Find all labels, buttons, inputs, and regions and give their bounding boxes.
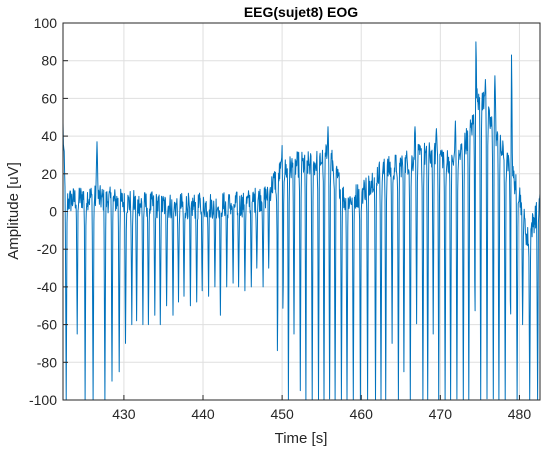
x-tick-label-0: 430: [112, 406, 136, 422]
y-tick-label-7: 40: [41, 128, 57, 144]
x-tick-label-5: 480: [508, 406, 532, 422]
y-tick-label-4: -20: [37, 241, 57, 257]
series-line-eog: [62, 41, 541, 401]
y-axis-label: Amplitude [uV]: [5, 162, 22, 260]
series-layer: [62, 41, 541, 401]
chart-title: EEG(sujet8) EOG: [244, 4, 358, 20]
x-tick-label-3: 460: [350, 406, 374, 422]
x-axis-label: Time [s]: [275, 430, 328, 447]
y-tick-label-8: 60: [41, 90, 57, 106]
y-tick-label-2: -60: [37, 317, 57, 333]
y-tick-label-6: 20: [41, 166, 57, 182]
y-tick-label-1: -80: [37, 354, 57, 370]
x-tick-label-4: 470: [429, 406, 453, 422]
y-tick-label-3: -40: [37, 279, 57, 295]
y-tick-label-10: 100: [34, 15, 58, 31]
y-tick-label-5: 0: [49, 204, 57, 220]
y-tick-label-0: -100: [29, 392, 57, 408]
x-tick-label-1: 440: [191, 406, 215, 422]
ticks: 430 440 450 460 470 480 -100 -80 -60 -40 -20 0 20 40 6…: [29, 15, 531, 422]
x-tick-label-2: 450: [270, 406, 294, 422]
y-tick-label-9: 80: [41, 53, 57, 69]
